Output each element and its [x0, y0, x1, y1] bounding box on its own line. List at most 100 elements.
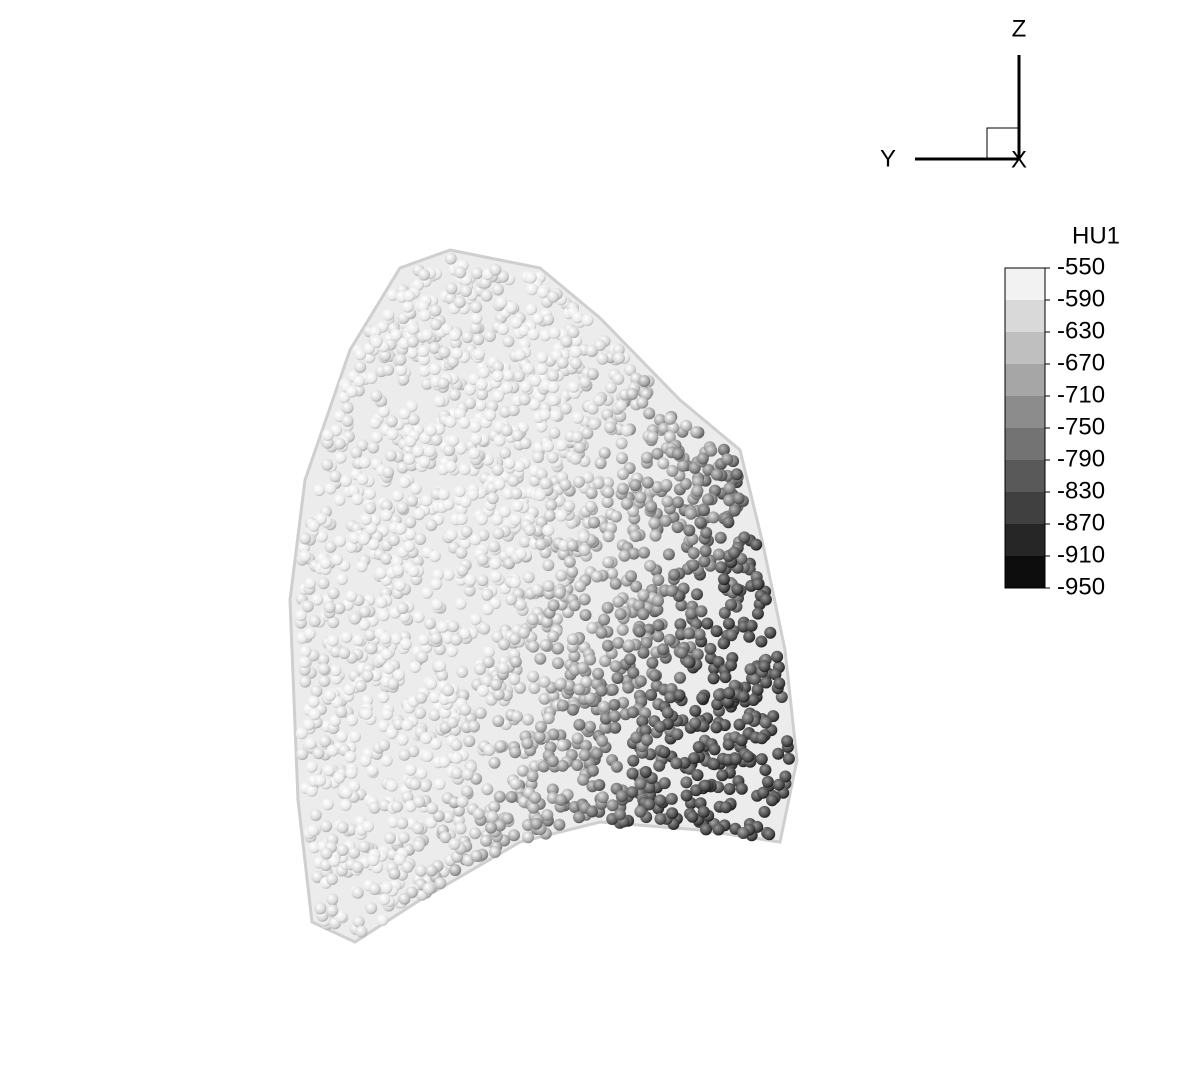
colorbar-band: [1005, 332, 1045, 364]
sphere: [308, 708, 321, 721]
sphere: [368, 801, 381, 814]
sphere: [429, 737, 442, 750]
sphere: [430, 598, 443, 611]
sphere: [443, 444, 456, 457]
sphere: [627, 547, 640, 560]
sphere: [717, 443, 730, 456]
sphere: [542, 579, 555, 592]
sphere: [377, 609, 390, 622]
sphere: [555, 509, 568, 522]
sphere: [671, 447, 684, 460]
sphere: [317, 663, 330, 675]
sphere: [385, 415, 398, 428]
sphere: [458, 463, 471, 476]
sphere: [409, 778, 422, 791]
sphere: [598, 613, 611, 626]
sphere: [319, 557, 332, 569]
sphere: [418, 268, 431, 281]
sphere: [718, 606, 731, 619]
sphere: [616, 623, 629, 636]
sphere: [690, 784, 703, 797]
colorbar-band: [1005, 396, 1045, 428]
sphere: [586, 805, 598, 818]
sphere: [355, 925, 368, 938]
sphere: [312, 747, 325, 760]
sphere: [648, 669, 661, 682]
sphere: [556, 739, 569, 752]
sphere: [668, 568, 681, 581]
sphere: [311, 871, 324, 883]
sphere: [596, 734, 609, 747]
sphere: [304, 737, 317, 750]
sphere: [571, 311, 584, 324]
sphere: [723, 482, 736, 495]
sphere: [673, 689, 686, 702]
sphere: [505, 301, 517, 314]
sphere: [328, 854, 341, 867]
colorbar-band: [1005, 460, 1045, 492]
sphere: [658, 777, 671, 790]
sphere: [620, 424, 633, 437]
sphere: [490, 678, 502, 691]
sphere: [534, 652, 547, 665]
sphere: [511, 499, 524, 512]
sphere: [414, 864, 427, 877]
sphere: [508, 673, 521, 686]
sphere: [456, 564, 469, 577]
sphere: [680, 419, 693, 432]
sphere: [394, 522, 407, 535]
sphere: [645, 500, 658, 513]
sphere: [698, 504, 710, 517]
sphere: [324, 482, 337, 495]
sphere: [735, 734, 748, 747]
sphere: [651, 603, 664, 616]
sphere: [534, 489, 546, 502]
sphere: [466, 488, 479, 501]
sphere: [454, 442, 467, 455]
sphere: [519, 380, 532, 393]
sphere: [614, 608, 627, 620]
sphere: [417, 633, 430, 646]
sphere: [468, 447, 481, 460]
sphere: [491, 360, 504, 373]
sphere: [666, 807, 679, 820]
sphere: [404, 516, 417, 529]
sphere: [680, 776, 693, 789]
sphere: [759, 716, 772, 729]
sphere: [641, 476, 654, 489]
sphere: [523, 524, 536, 536]
sphere: [723, 494, 736, 507]
sphere: [379, 349, 392, 362]
sphere: [568, 599, 581, 612]
sphere: [640, 636, 653, 649]
sphere: [569, 452, 582, 465]
sphere: [302, 718, 315, 731]
sphere: [353, 375, 366, 388]
sphere: [609, 660, 622, 673]
colorbar-tick-label: -630: [1057, 317, 1105, 344]
sphere: [456, 665, 469, 678]
sphere: [509, 746, 522, 759]
sphere: [492, 527, 505, 540]
sphere: [472, 333, 485, 346]
sphere: [334, 451, 347, 464]
sphere: [348, 612, 361, 625]
sphere: [437, 488, 450, 501]
sphere: [516, 764, 529, 777]
sphere: [379, 632, 392, 645]
colorbar-tick-label: -670: [1057, 349, 1105, 376]
sphere: [450, 751, 463, 764]
sphere: [329, 470, 342, 483]
sphere: [331, 553, 344, 566]
sphere: [514, 547, 527, 560]
sphere: [475, 378, 488, 391]
sphere: [626, 767, 639, 780]
sphere: [449, 864, 462, 877]
sphere: [450, 738, 463, 751]
sphere: [378, 739, 390, 751]
sphere: [586, 764, 599, 777]
sphere: [711, 698, 724, 711]
sphere: [542, 712, 555, 725]
sphere: [598, 447, 611, 459]
sphere: [712, 548, 725, 561]
